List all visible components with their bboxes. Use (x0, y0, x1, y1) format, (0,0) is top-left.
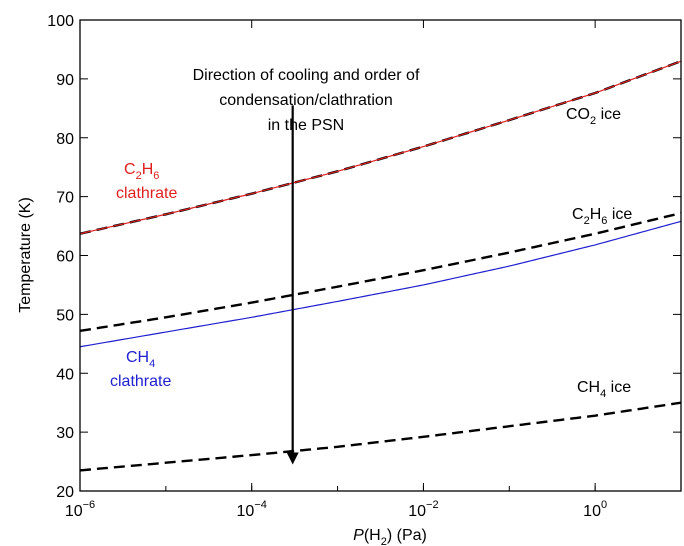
series-layer (80, 60, 681, 472)
y-tick-label: 90 (56, 72, 74, 89)
y-tick-label: 40 (56, 366, 74, 383)
direction-line-1: Direction of cooling and order of (193, 67, 420, 84)
direction-line-3: in the PSN (268, 117, 344, 134)
plot-frame (79, 19, 682, 492)
cooling-arrow-head (286, 452, 299, 465)
x-tick-label: 10−2 (408, 499, 438, 520)
y-tick-label: 20 (56, 484, 74, 501)
co2-ice-label: CO2 ice (566, 106, 621, 127)
c2h6-ice-label: C2H6 ice (572, 206, 632, 227)
series-line-ch4_clathrate (80, 220, 681, 348)
ch4-clathrate-word: clathrate (110, 373, 171, 390)
x-tick-label: 100 (583, 499, 607, 520)
x-tick-label: 10−4 (237, 499, 267, 520)
x-axis-label: P(H2) (Pa) (353, 527, 427, 546)
y-tick-label: 100 (47, 13, 74, 30)
ch4-ice-label: CH4 ice (577, 379, 631, 400)
series-line-c2h6_ice (80, 211, 681, 333)
ch4-clathrate-label: CH4 (126, 349, 155, 370)
cooling-arrow (286, 105, 299, 465)
series-line-ch4_ice (80, 401, 681, 472)
y-tick-label: 60 (56, 249, 74, 266)
y-tick-label: 50 (56, 307, 74, 324)
y-tick-label: 70 (56, 190, 74, 207)
x-tick-label: 10−6 (65, 499, 95, 520)
series-line-c2h6_clathrate (80, 60, 681, 235)
y-tick-label: 30 (56, 425, 74, 442)
c2h6-clathrate-label: C2H6 (124, 161, 159, 182)
direction-line-2: condensation/clathration (219, 92, 392, 109)
y-tick-label: 80 (56, 131, 74, 148)
y-axis-label: Temperature (K) (17, 197, 34, 313)
tick-layer: 20 30 40 50 60 70 80 90 100 10−6 10−4 10−2 100 (47, 13, 682, 520)
c2h6-clathrate-word: clathrate (116, 185, 177, 202)
